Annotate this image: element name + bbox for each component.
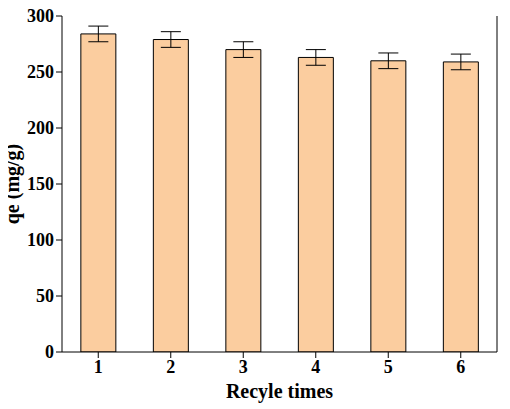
svg-text:6: 6	[456, 357, 465, 377]
svg-text:200: 200	[27, 118, 54, 138]
svg-text:5: 5	[384, 357, 393, 377]
svg-text:3: 3	[239, 357, 248, 377]
svg-text:50: 50	[36, 286, 54, 306]
svg-text:100: 100	[27, 230, 54, 250]
svg-text:150: 150	[27, 174, 54, 194]
svg-text:300: 300	[27, 8, 54, 26]
svg-text:Recyle times: Recyle times	[226, 380, 333, 403]
svg-text:250: 250	[27, 62, 54, 82]
svg-text:1: 1	[94, 357, 103, 377]
svg-text:4: 4	[311, 357, 320, 377]
svg-text:0: 0	[45, 342, 54, 362]
svg-text:qe (mg/g): qe (mg/g)	[8, 144, 24, 225]
svg-text:2: 2	[166, 357, 175, 377]
